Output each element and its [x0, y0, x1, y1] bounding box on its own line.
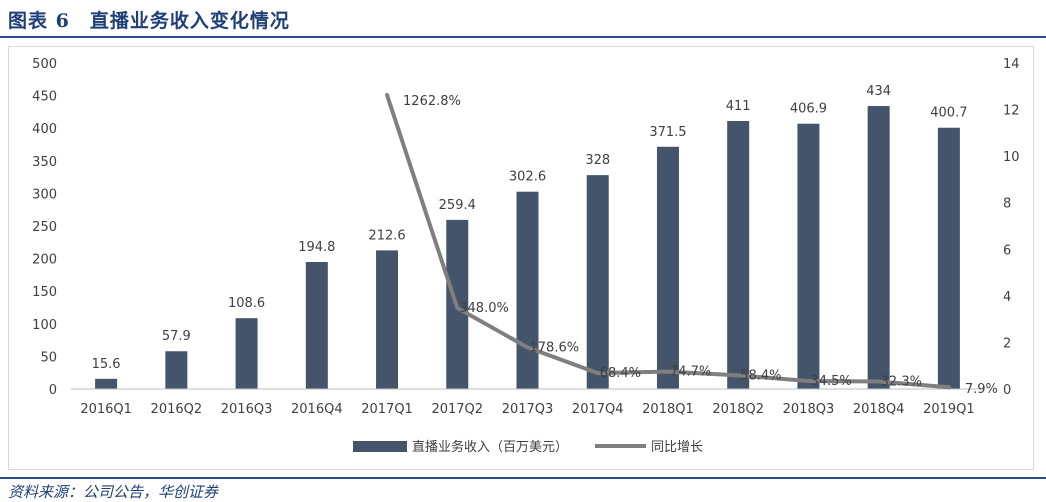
x-tick-label: 2017Q1: [361, 402, 413, 417]
bar-value-label: 406.9: [790, 102, 827, 117]
footer-divider: [0, 477, 1046, 479]
bar: [305, 261, 328, 389]
bar-value-label: 400.7: [930, 106, 967, 121]
y-right-tick-label: 0: [1003, 383, 1011, 398]
figure-title: 图表 6 直播业务收入变化情况: [8, 10, 290, 32]
bar: [586, 175, 609, 389]
growth-value-label: 1262.8%: [403, 94, 461, 109]
bar-value-label: 328: [585, 153, 610, 168]
x-tick-label: 2017Q3: [502, 402, 554, 417]
y-left-tick-label: 150: [32, 285, 57, 300]
growth-value-label: 68.4%: [600, 366, 641, 381]
chart-frame: 0 50 100 150 200 250 300 350 400 450 500 0 2 4 6 8 10 12 1…: [8, 46, 1034, 470]
x-tick-label: 2016Q1: [80, 402, 132, 417]
y-right-tick-label: 6: [1003, 243, 1011, 258]
y-right-tick-label: 10: [1003, 150, 1020, 165]
growth-value-label: 7.9%: [965, 382, 998, 397]
header-divider: [0, 36, 1046, 38]
bar-value-label: 302.6: [509, 170, 546, 185]
bar: [516, 191, 539, 389]
y-left-tick-label: 50: [40, 350, 57, 365]
bar: [797, 123, 820, 389]
growth-value-label: 348.0%: [459, 301, 509, 316]
bar: [165, 351, 188, 389]
growth-value-label: 34.5%: [810, 374, 851, 389]
bar-value-label: 57.9: [162, 329, 191, 344]
bar: [656, 146, 679, 389]
growth-value-label: 178.6%: [530, 340, 580, 355]
chart-svg: 0 50 100 150 200 250 300 350 400 450 500 0 2 4 6 8 10 12 1…: [32, 57, 1020, 455]
y-right-tick-label: 2: [1003, 336, 1011, 351]
x-tick-label: 2016Q2: [151, 402, 203, 417]
bar: [867, 106, 890, 390]
legend-label-line: 同比增长: [651, 440, 703, 455]
y-left-tick-label: 200: [32, 253, 57, 268]
x-tick-label: 2018Q4: [853, 402, 905, 417]
x-tick-label: 2019Q1: [923, 402, 975, 417]
x-tick-label: 2016Q4: [291, 402, 343, 417]
x-tick-label: 2018Q3: [783, 402, 835, 417]
legend-swatch-bar: [353, 441, 407, 452]
bar-value-label: 108.6: [228, 296, 265, 311]
figure-header: 图表 6 直播业务收入变化情况: [0, 0, 1046, 34]
bar-value-label: 194.8: [298, 240, 335, 255]
bar-value-label: 371.5: [649, 125, 686, 140]
growth-value-label: 58.4%: [740, 368, 781, 383]
bar-value-label: 411: [726, 99, 751, 114]
bar-value-label: 212.6: [368, 228, 405, 243]
y-right-tick-label: 12: [1003, 104, 1020, 119]
source-note: 资料来源：公司公告，华创证券: [8, 483, 219, 501]
growth-line: [385, 92, 951, 390]
y-left-tick-label: 450: [32, 90, 57, 105]
growth-value-label: 32.3%: [881, 374, 922, 389]
y-right-tick-label: 4: [1003, 290, 1011, 305]
x-tick-label: 2017Q2: [431, 402, 483, 417]
growth-value-label: 74.7%: [670, 365, 711, 380]
x-tick-label: 2016Q3: [221, 402, 273, 417]
bar-value-label: 259.4: [439, 198, 476, 213]
bar: [235, 318, 258, 389]
y-left-tick-label: 500: [32, 57, 57, 72]
y-left-tick-label: 100: [32, 318, 57, 333]
x-tick-label: 2017Q4: [572, 402, 624, 417]
bar-value-label: 434: [866, 84, 891, 99]
bar: [95, 378, 118, 389]
y-right-tick-label: 14: [1003, 57, 1020, 72]
x-tick-label: 2018Q1: [642, 402, 694, 417]
bar: [376, 250, 399, 389]
y-left-tick-label: 250: [32, 220, 57, 235]
x-tick-label: 2018Q2: [712, 402, 764, 417]
y-right-tick-label: 8: [1003, 197, 1011, 212]
bar: [727, 121, 750, 389]
y-left-tick-label: 400: [32, 122, 57, 137]
y-left-tick-label: 350: [32, 155, 57, 170]
legend-label-bar: 直播业务收入（百万美元）: [412, 439, 568, 455]
bar: [937, 127, 960, 390]
y-left-tick-label: 0: [49, 383, 57, 398]
bar-value-label: 15.6: [92, 357, 121, 372]
y-left-tick-label: 300: [32, 187, 57, 202]
